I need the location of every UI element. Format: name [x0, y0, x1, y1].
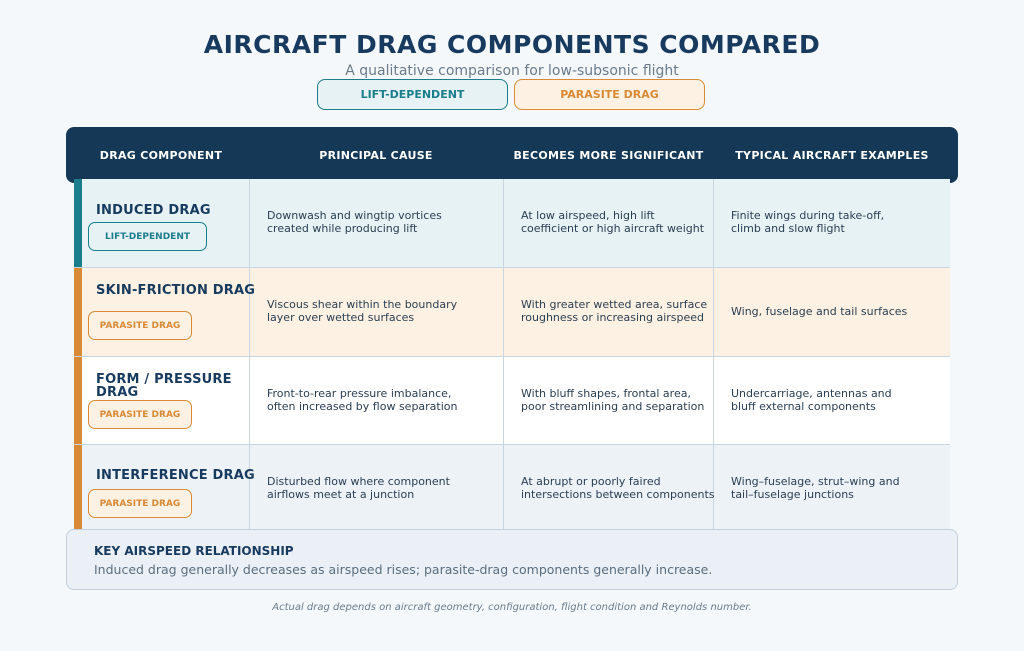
examples-cell: Undercarriage, antennas and bluff extern… — [731, 387, 892, 413]
cause-cell: Downwash and wingtip vortices created wh… — [267, 209, 442, 235]
category-badge: PARASITE DRAG — [88, 311, 192, 340]
component-name: SKIN-FRICTION DRAG — [96, 283, 256, 298]
table-row: FORM / PRESSURE DRAG PARASITE DRAG Front… — [74, 357, 950, 445]
header-becomes-more-significant: BECOMES MORE SIGNIFICANT — [513, 148, 704, 162]
component-name: INDUCED DRAG — [96, 203, 211, 218]
row-stripe — [74, 179, 82, 267]
header-drag-component: DRAG COMPONENT — [99, 148, 223, 162]
legend-lift-dependent: LIFT-DEPENDENT — [317, 79, 508, 110]
category-badge: LIFT-DEPENDENT — [88, 222, 207, 251]
table-header: DRAG COMPONENT PRINCIPAL CAUSE BECOMES M… — [66, 127, 958, 183]
page-subtitle: A qualitative comparison for low-subsoni… — [345, 63, 679, 79]
category-badge: PARASITE DRAG — [88, 400, 192, 429]
significance-cell: With bluff shapes, frontal area, poor st… — [521, 387, 705, 413]
table-row: INDUCED DRAG LIFT-DEPENDENT Downwash and… — [74, 179, 950, 268]
page-title: AIRCRAFT DRAG COMPONENTS COMPARED — [203, 30, 821, 59]
row-stripe — [74, 357, 82, 444]
row-stripe — [74, 268, 82, 356]
significance-cell: At abrupt or poorly faired intersections… — [521, 475, 715, 501]
key-text: Induced drag generally decreases as airs… — [94, 562, 713, 577]
examples-cell: Finite wings during take-off, climb and … — [731, 209, 885, 235]
footnote: Actual drag depends on aircraft geometry… — [272, 602, 752, 613]
significance-cell: At low airspeed, high lift coefficient o… — [521, 209, 705, 235]
row-stripe — [74, 445, 82, 532]
examples-cell: Wing, fuselage and tail surfaces — [731, 305, 908, 318]
category-badge: PARASITE DRAG — [88, 489, 192, 518]
cause-cell: Disturbed flow where component airflows … — [267, 475, 450, 501]
significance-cell: With greater wetted area, surface roughn… — [521, 298, 708, 324]
component-name: INTERFERENCE DRAG — [96, 468, 255, 483]
table-row: INTERFERENCE DRAG PARASITE DRAG Disturbe… — [74, 445, 950, 532]
table-row: SKIN-FRICTION DRAG PARASITE DRAG Viscous… — [74, 268, 950, 357]
header-principal-cause: PRINCIPAL CAUSE — [319, 148, 433, 162]
component-name: FORM / PRESSURE DRAG — [96, 372, 232, 400]
header-typical-examples: TYPICAL AIRCRAFT EXAMPLES — [735, 148, 929, 162]
key-title: KEY AIRSPEED RELATIONSHIP — [94, 544, 294, 558]
key-relationship-box: KEY AIRSPEED RELATIONSHIP Induced drag g… — [66, 529, 958, 590]
examples-cell: Wing–fuselage, strut–wing and tail–fusel… — [731, 475, 900, 501]
legend-parasite-drag: PARASITE DRAG — [514, 79, 705, 110]
cause-cell: Front-to-rear pressure imbalance, often … — [267, 387, 458, 413]
cause-cell: Viscous shear within the boundary layer … — [267, 298, 458, 324]
